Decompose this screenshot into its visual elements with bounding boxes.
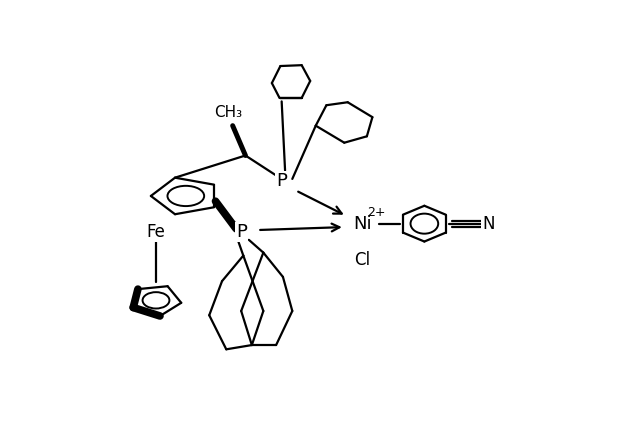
Text: 2+: 2+ <box>367 206 386 219</box>
Text: CH₃: CH₃ <box>214 105 243 121</box>
Text: N: N <box>482 215 495 233</box>
Text: Fe: Fe <box>147 223 165 241</box>
Text: P: P <box>276 172 287 190</box>
Text: P: P <box>236 223 246 241</box>
Text: Cl: Cl <box>355 251 371 269</box>
Text: Ni: Ni <box>353 215 372 233</box>
